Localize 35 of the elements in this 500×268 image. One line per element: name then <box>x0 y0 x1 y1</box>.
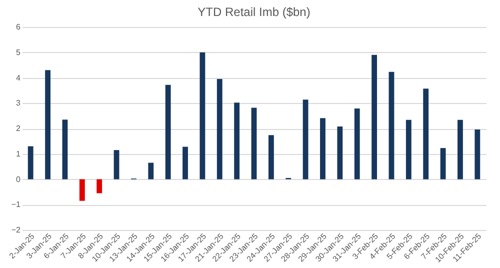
bar <box>45 70 50 180</box>
y-tick-label: 4 <box>16 73 22 82</box>
bar <box>251 108 257 180</box>
bar <box>62 120 68 180</box>
bar <box>474 130 480 180</box>
bar <box>268 135 274 180</box>
bar <box>440 148 446 180</box>
bar <box>216 79 222 180</box>
chart-title: YTD Retail Imb ($bn) <box>198 5 310 19</box>
bar <box>234 102 240 180</box>
y-tick-label: 1 <box>16 149 22 158</box>
bar <box>182 146 188 180</box>
y-tick-label: −2 <box>11 226 22 234</box>
bar <box>388 72 394 180</box>
bar <box>200 52 206 180</box>
bar <box>406 120 412 180</box>
y-tick-label: 2 <box>16 124 22 133</box>
y-tick-label: 5 <box>16 48 22 57</box>
bar <box>114 150 120 180</box>
bar <box>165 84 171 180</box>
bar <box>458 120 463 180</box>
bar <box>372 54 378 180</box>
bar <box>320 118 326 180</box>
bar <box>354 108 360 180</box>
bar <box>96 179 102 194</box>
bar <box>302 100 308 180</box>
bar <box>148 162 154 180</box>
y-tick-label: −1 <box>11 200 22 210</box>
bar <box>423 88 429 180</box>
bar <box>28 146 34 180</box>
bar <box>337 126 343 180</box>
y-tick-label: 3 <box>16 98 22 108</box>
bar <box>79 179 85 201</box>
y-tick-label: 6 <box>16 22 22 32</box>
y-tick-label: 0 <box>16 174 22 184</box>
